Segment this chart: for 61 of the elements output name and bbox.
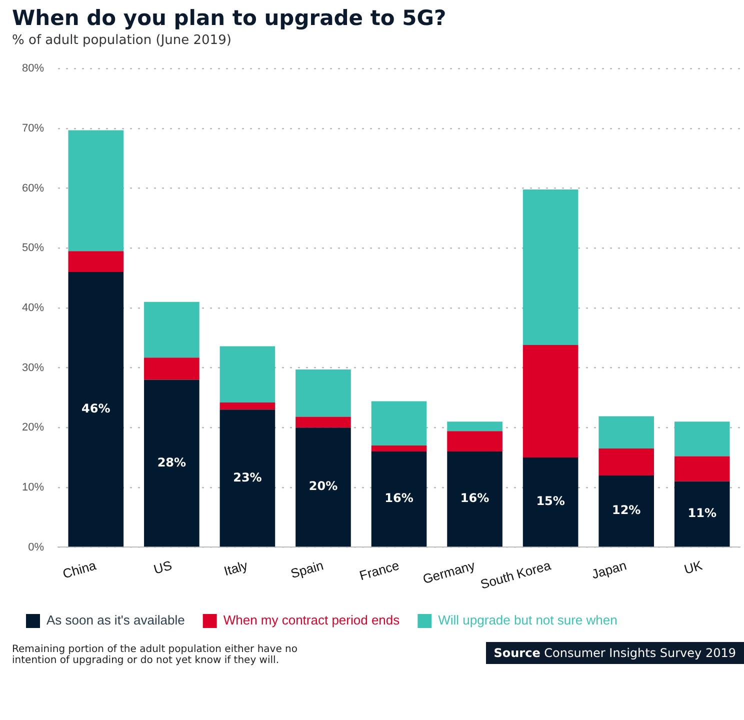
- bar: [144, 302, 200, 358]
- bar: [68, 272, 124, 547]
- x-tick-label: US: [152, 558, 174, 578]
- bar: [371, 452, 427, 547]
- bar: [598, 416, 654, 449]
- chart-title: When do you plan to upgrade to 5G?: [12, 6, 448, 30]
- bar: [68, 130, 124, 252]
- bar: [296, 416, 351, 428]
- x-tick-label: South Korea: [478, 557, 554, 592]
- data-label: 28%: [157, 455, 186, 470]
- bar: [371, 446, 427, 452]
- legend-label: As soon as it's available: [46, 612, 185, 628]
- x-tick-label: Italy: [222, 558, 250, 579]
- data-label: 20%: [308, 479, 338, 494]
- bar: [220, 402, 276, 410]
- y-tick-label: 40%: [22, 302, 44, 314]
- legend-label: Will upgrade but not sure when: [438, 612, 618, 628]
- text: Remaining portion of the adult population either have no intention of upgrading or do not yet know if they will.: [12, 644, 298, 666]
- data-label: 23%: [233, 470, 262, 484]
- y-tick-label: 30%: [22, 362, 44, 374]
- data-label: 46%: [82, 401, 110, 416]
- bar: [522, 457, 578, 547]
- bar: [296, 370, 351, 417]
- y-tick-label: 60%: [22, 182, 44, 194]
- bar: [447, 431, 502, 452]
- y-tick-label: 10%: [22, 481, 44, 494]
- y-tick-label: 80%: [22, 62, 44, 75]
- chart-subtitle: % of adult population (June 2019): [12, 33, 232, 48]
- data-label: 15%: [536, 494, 565, 508]
- data-label: 16%: [460, 491, 490, 506]
- bar: [68, 251, 124, 272]
- bar: [674, 481, 730, 547]
- bar: [371, 401, 427, 446]
- source-note: Source Consumer Insights Survey 2019: [486, 642, 744, 664]
- bar: [522, 189, 578, 346]
- bar: [144, 380, 200, 547]
- x-tick-label: China: [60, 557, 98, 582]
- y-tick-label: 0%: [28, 541, 44, 554]
- bar: [144, 358, 200, 380]
- x-tick-label: Spain: [288, 558, 326, 582]
- y-tick-label: 70%: [22, 122, 44, 134]
- legend-label: When my contract period ends: [223, 612, 400, 628]
- bar: [220, 346, 276, 402]
- y-tick-label: 50%: [22, 242, 44, 254]
- x-tick-label: UK: [682, 558, 704, 578]
- bar: [447, 452, 502, 547]
- x-tick-label: France: [358, 558, 401, 584]
- bar: [447, 422, 502, 432]
- bar: [674, 456, 730, 482]
- data-label: 16%: [384, 491, 414, 506]
- data-label: 12%: [612, 503, 641, 518]
- x-tick-label: Japan: [590, 558, 628, 582]
- bar: [598, 475, 654, 547]
- x-tick-label: Germany: [421, 558, 478, 587]
- data-label: 11%: [688, 506, 716, 520]
- bar: [220, 410, 276, 547]
- bar: [296, 428, 351, 547]
- bar: [598, 448, 654, 476]
- bar: [674, 422, 730, 456]
- bar: [522, 345, 578, 458]
- y-tick-label: 20%: [22, 422, 44, 434]
